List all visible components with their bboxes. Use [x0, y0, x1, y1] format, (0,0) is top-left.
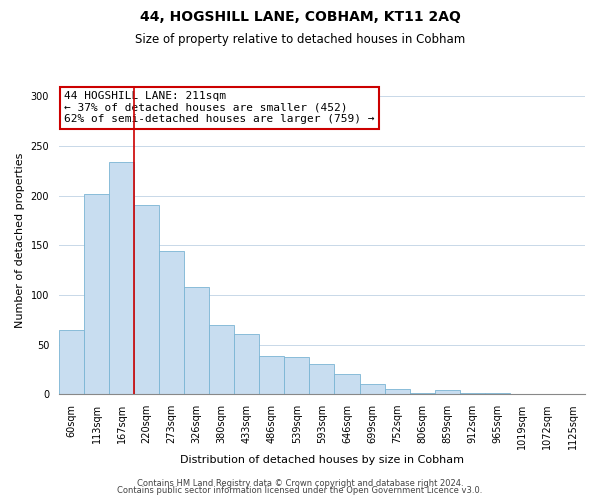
Bar: [84, 194, 109, 394]
Bar: [334, 374, 359, 394]
Bar: [109, 162, 134, 394]
Text: Size of property relative to detached houses in Cobham: Size of property relative to detached ho…: [135, 32, 465, 46]
Text: Contains public sector information licensed under the Open Government Licence v3: Contains public sector information licen…: [118, 486, 482, 495]
Bar: [359, 384, 385, 394]
Bar: [159, 252, 184, 394]
Bar: [259, 356, 284, 394]
Bar: [134, 204, 159, 394]
Bar: [460, 393, 485, 394]
Bar: [434, 390, 460, 394]
Bar: [284, 358, 310, 394]
Bar: [485, 393, 510, 394]
Bar: [184, 287, 209, 394]
Text: 44 HOGSHILL LANE: 211sqm
← 37% of detached houses are smaller (452)
62% of semi-: 44 HOGSHILL LANE: 211sqm ← 37% of detach…: [64, 91, 374, 124]
Bar: [209, 324, 234, 394]
Bar: [310, 364, 334, 394]
Bar: [385, 390, 410, 394]
Y-axis label: Number of detached properties: Number of detached properties: [15, 152, 25, 328]
Text: 44, HOGSHILL LANE, COBHAM, KT11 2AQ: 44, HOGSHILL LANE, COBHAM, KT11 2AQ: [140, 10, 460, 24]
Text: Contains HM Land Registry data © Crown copyright and database right 2024.: Contains HM Land Registry data © Crown c…: [137, 478, 463, 488]
Bar: [410, 393, 434, 394]
Bar: [59, 330, 84, 394]
X-axis label: Distribution of detached houses by size in Cobham: Distribution of detached houses by size …: [180, 455, 464, 465]
Bar: [234, 334, 259, 394]
